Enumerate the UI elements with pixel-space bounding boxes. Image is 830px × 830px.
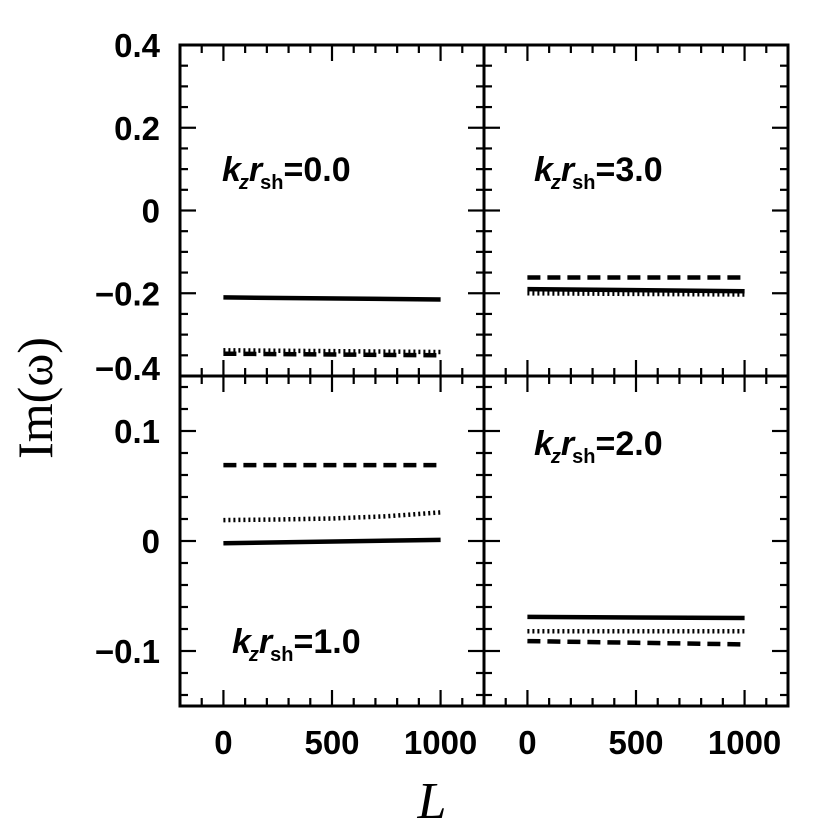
panel-bottom-right: 0 500 1000 kzrsh=2.0: [482, 374, 790, 761]
annotation-part: k: [232, 623, 253, 661]
series-line-dashed: [223, 351, 441, 358]
annotation-part: sh: [572, 446, 595, 468]
y-tick-label: 0.2: [114, 110, 160, 147]
x-tick-label: 1000: [404, 724, 477, 761]
panel-frame: [482, 43, 790, 378]
x-axis-title: L: [417, 773, 447, 830]
annotation-part: sh: [572, 172, 595, 194]
x-tick-label: 500: [608, 724, 663, 761]
annotation-part: r: [561, 425, 576, 463]
panel-top-right: kzrsh=3.0: [482, 43, 790, 378]
annotation-part: z: [248, 644, 259, 666]
series-line-solid: [223, 537, 441, 546]
panel-bottom-left: −0.1 0 0.1 0 500 1000 kzrsh=1.0: [95, 374, 486, 761]
annotation-part: k: [534, 425, 555, 463]
annotation-part: =1.0: [294, 623, 361, 661]
y-axis-title: Im(ω): [7, 337, 63, 459]
y-tick-label: −0.4: [95, 350, 161, 387]
panel-annotation: kzrsh=0.0: [222, 151, 351, 194]
panel-annotation: kzrsh=1.0: [232, 623, 361, 666]
series-line-dashed: [527, 638, 745, 647]
series-line-dotted: [527, 291, 745, 297]
annotation-part: z: [550, 446, 561, 468]
labels-group: Im(ω) L: [7, 337, 446, 830]
x-tick-label: 0: [214, 724, 232, 761]
y-tick-label: −0.2: [95, 275, 160, 312]
y-tick-label: 0.1: [114, 413, 160, 450]
annotation-part: k: [534, 151, 555, 189]
annotation-part: k: [222, 151, 243, 189]
series-line-dotted: [223, 510, 441, 523]
annotation-part: z: [550, 172, 561, 194]
annotation-part: =3.0: [596, 151, 663, 189]
panel-top-left: −0.4 −0.2 0 0.2 0.4 kzrsh=0.0: [95, 27, 486, 387]
annotation-part: r: [561, 151, 576, 189]
panel-annotation: kzrsh=3.0: [534, 151, 663, 194]
annotation-part: r: [249, 151, 264, 189]
y-tick-label: −0.1: [95, 633, 160, 670]
series-line-solid: [527, 286, 745, 294]
x-tick-label: 1000: [708, 724, 781, 761]
annotation-part: sh: [260, 172, 283, 194]
annotation-part: =2.0: [596, 425, 663, 463]
y-tick-label: 0: [142, 523, 160, 560]
annotation-part: z: [238, 172, 249, 194]
panel-annotation: kzrsh=2.0: [534, 425, 663, 468]
y-tick-label: 0.4: [114, 27, 161, 64]
annotation-part: sh: [270, 644, 293, 666]
annotation-part: =0.0: [284, 151, 351, 189]
series-line-solid: [527, 614, 745, 621]
series-line-solid: [223, 295, 441, 302]
series-line-dotted: [223, 348, 441, 355]
y-tick-label: 0: [142, 193, 160, 230]
x-tick-label: 0: [518, 724, 536, 761]
x-tick-label: 500: [304, 724, 359, 761]
panel-frame: [178, 43, 486, 378]
annotation-part: r: [259, 623, 274, 661]
